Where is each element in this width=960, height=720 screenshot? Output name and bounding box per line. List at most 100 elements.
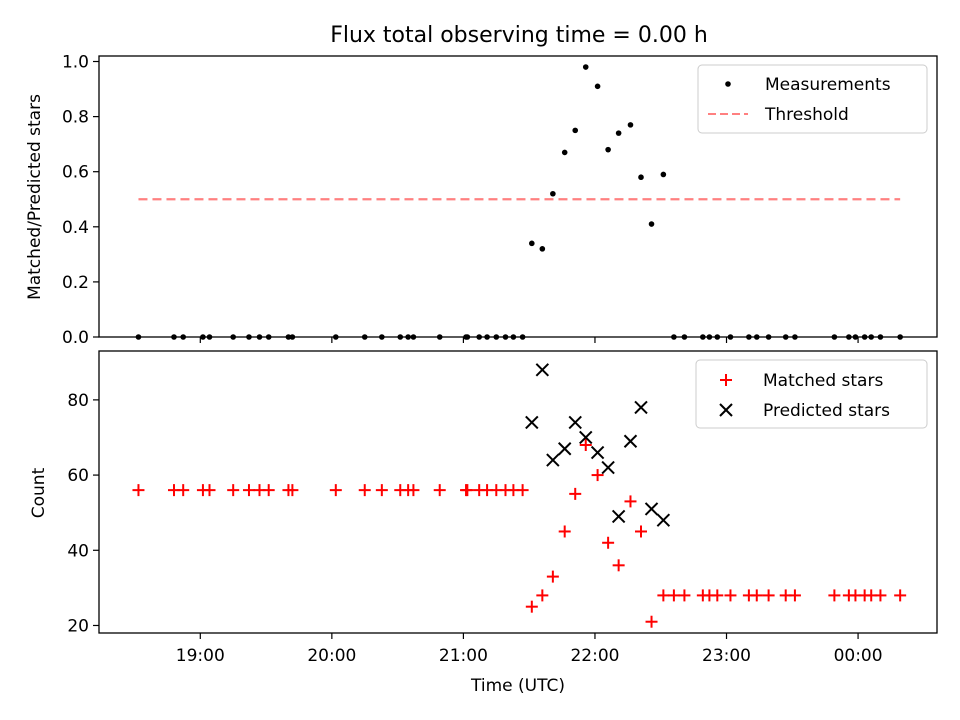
top-legend-box <box>697 64 928 134</box>
matched-stars-point <box>612 559 625 572</box>
measurement-point <box>550 190 556 197</box>
x-tick-label: 21:00 <box>439 646 488 666</box>
predicted-stars-point <box>656 513 671 527</box>
bottom-y-axis-label: Count <box>29 467 49 518</box>
legend-predicted-label: Predicted stars <box>763 401 890 421</box>
matched-stars-point <box>624 495 637 508</box>
matched-stars-point <box>724 589 737 602</box>
measurement-point <box>561 149 568 156</box>
predicted-stars-point <box>634 400 648 415</box>
top-y-axis-ticks: 0.0 0.2 0.4 0.6 0.8 1.0 <box>62 53 99 348</box>
matched-stars-point <box>242 484 255 497</box>
measurement-point <box>539 246 546 252</box>
measurement-point <box>582 64 589 70</box>
predicted-stars-point <box>568 415 582 430</box>
bottom-legend-box <box>695 359 928 429</box>
bottom-y-axis-ticks: 20 40 60 80 <box>67 391 99 636</box>
matched-stars-point <box>525 600 538 613</box>
top-axes-frame <box>98 55 938 338</box>
measurement-point <box>648 221 655 227</box>
legend-matched-marker <box>720 374 732 386</box>
y-tick-label: 80 <box>67 391 89 411</box>
measurement-point <box>627 122 634 128</box>
measurement-point <box>638 174 644 181</box>
x-axis-label: Time (UTC) <box>470 676 565 696</box>
matched-stars-point <box>203 484 216 497</box>
matched-stars-point <box>433 484 446 497</box>
predicted-stars-point <box>590 445 605 460</box>
legend-threshold-label: Threshold <box>764 105 849 125</box>
bottom-legend: Matched stars Predicted stars <box>695 359 928 429</box>
predicted-stars-point <box>611 509 626 524</box>
x-tick-label: 19:00 <box>176 646 225 666</box>
measurement-point <box>660 171 667 178</box>
matched-stars-point <box>657 589 670 602</box>
matched-stars-point <box>407 484 420 497</box>
legend-predicted-marker <box>719 403 733 417</box>
matched-stars-point <box>358 484 371 497</box>
x-tick-label: 23:00 <box>702 646 751 666</box>
y-tick-label: 1.0 <box>62 53 89 73</box>
matched-stars-point <box>329 484 342 497</box>
x-tick-label: 22:00 <box>570 646 619 666</box>
x-tick-label: 00:00 <box>834 646 883 666</box>
matched-stars-point <box>591 469 604 482</box>
y-tick-label: 20 <box>67 616 89 636</box>
predicted-stars-point <box>546 453 560 467</box>
measurement-point <box>594 83 601 90</box>
matched-stars-point <box>894 589 907 602</box>
bottom-axes-frame <box>98 350 938 634</box>
matched-stars-point <box>461 484 474 497</box>
top-legend: Measurements Threshold <box>697 64 928 134</box>
legend-measurements-label: Measurements <box>765 75 891 95</box>
matched-stars-point <box>177 484 190 497</box>
matched-stars-point <box>788 589 801 602</box>
matched-stars-point <box>602 536 615 549</box>
matched-stars-point <box>132 484 145 497</box>
predicted-stars-point <box>579 430 593 445</box>
measurement-point <box>605 146 611 153</box>
matched-stars-point <box>828 589 841 602</box>
y-tick-label: 60 <box>67 466 89 486</box>
predicted-stars-point <box>623 434 638 448</box>
matched-stars-point <box>286 484 299 497</box>
matched-stars-point <box>645 615 658 628</box>
matched-stars-point <box>635 525 648 538</box>
predicted-stars-point <box>525 415 539 430</box>
matched-stars-point <box>750 589 763 602</box>
matched-stars-point <box>558 525 571 538</box>
y-tick-label: 0.6 <box>62 163 89 183</box>
matched-stars-point <box>667 589 680 602</box>
predicted-stars-point <box>557 442 572 456</box>
predicted-stars-point <box>535 363 550 377</box>
matched-stars-point <box>546 570 559 583</box>
measurement-point <box>529 240 535 247</box>
measurement-point <box>615 130 622 136</box>
legend-measurements-marker <box>725 81 731 87</box>
matched-stars-point <box>262 484 275 497</box>
measurement-point <box>572 127 579 134</box>
x-tick-label: 20:00 <box>307 646 356 666</box>
matched-stars-point <box>227 484 240 497</box>
matched-stars-point <box>536 589 549 602</box>
bottom-x-axis-ticks: 19:00 20:00 21:00 22:00 23:00 00:00 <box>176 633 883 666</box>
legend-matched-label: Matched stars <box>763 371 883 391</box>
predicted-stars-point <box>601 460 615 475</box>
matched-stars-point <box>569 487 582 500</box>
matched-stars-point <box>762 589 775 602</box>
y-tick-label: 0.4 <box>62 218 89 238</box>
chart-title: Flux total observing time = 0.00 h <box>330 23 708 48</box>
matched-stars-point <box>711 589 724 602</box>
y-tick-label: 0.8 <box>62 108 89 128</box>
top-x-axis-ticks <box>199 337 859 343</box>
matched-stars-point <box>579 439 592 451</box>
top-y-axis-label: Matched/Predicted stars <box>25 94 45 300</box>
y-tick-label: 0.2 <box>62 273 89 293</box>
predicted-stars-point <box>644 502 659 516</box>
matched-stars-point <box>874 589 887 602</box>
matched-stars-point <box>516 484 529 497</box>
matched-stars-point <box>678 589 691 602</box>
matched-stars-point <box>375 484 388 497</box>
